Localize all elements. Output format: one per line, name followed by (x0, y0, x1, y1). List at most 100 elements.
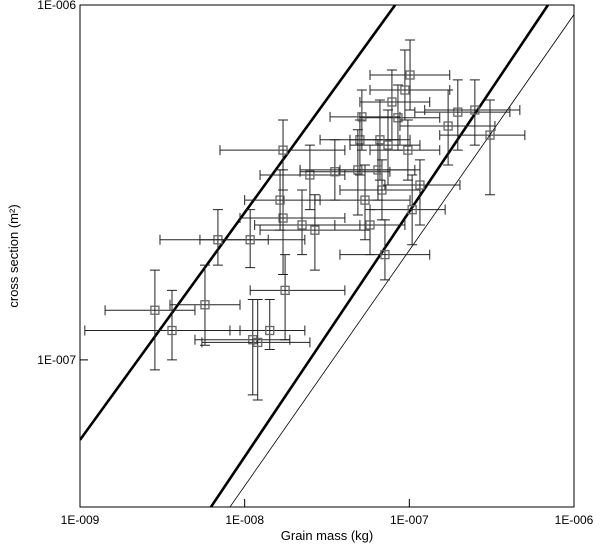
data-point (369, 174, 446, 246)
y-error-bar (469, 79, 480, 146)
y-error-bar (452, 79, 463, 151)
marker (357, 112, 367, 122)
x-error-bar (359, 112, 441, 123)
y-error-bar (309, 194, 320, 271)
x-error-bar (249, 285, 346, 296)
marker (400, 85, 410, 95)
data-point (414, 79, 511, 151)
marker (297, 220, 307, 230)
y-error-bar (405, 39, 416, 111)
y-error-bar (372, 139, 383, 201)
y-error-bar (352, 129, 363, 216)
marker (373, 165, 383, 175)
plot-frame (79, 4, 575, 508)
x-error-bar (104, 305, 196, 316)
marker (305, 170, 315, 180)
marker (275, 195, 285, 205)
marker (330, 167, 340, 177)
marker (265, 325, 275, 336)
marker (415, 180, 425, 190)
marker (248, 335, 258, 345)
y-error-bar (386, 69, 397, 141)
x-tick-label: 1E-006 (555, 513, 594, 527)
data-point (339, 219, 431, 281)
data-point (369, 39, 451, 111)
data-point (314, 164, 411, 241)
y-error-bar (278, 119, 289, 191)
data-point (369, 119, 441, 181)
x-error-bar (424, 104, 521, 115)
x-error-bar (399, 121, 496, 132)
x-error-bar (229, 325, 306, 336)
data-point (359, 69, 431, 141)
y-error-bar (280, 254, 291, 341)
y-tick-label: 1E-007 (37, 353, 76, 367)
y-error-bar (443, 89, 454, 166)
y-error-bar (149, 269, 160, 371)
x-error-bar (239, 213, 346, 224)
data-point (199, 209, 306, 269)
data-point (229, 298, 306, 350)
y-error-bar (485, 99, 496, 196)
fit-line (80, 5, 397, 441)
data-point (244, 169, 321, 231)
marker (167, 325, 177, 336)
marker (387, 97, 397, 107)
fit-line (209, 5, 550, 507)
marker (278, 145, 288, 155)
data-point (201, 298, 311, 401)
data-point (424, 79, 521, 146)
x-error-bar (439, 130, 526, 141)
y-error-bar (407, 174, 418, 246)
data-point (339, 139, 421, 201)
marker (393, 113, 403, 123)
y-error-bar (379, 219, 390, 281)
marker (453, 107, 463, 117)
marker (245, 235, 255, 245)
y-tick-label: 1E-006 (37, 0, 76, 12)
y-error-bar (297, 189, 308, 256)
marker (383, 140, 393, 150)
y-error-bar (360, 164, 371, 241)
plot-area (80, 5, 574, 507)
x-error-bar (201, 337, 311, 348)
data-point (399, 89, 496, 166)
marker (200, 300, 210, 310)
marker (407, 205, 417, 215)
marker (403, 145, 413, 155)
x-error-bar (384, 180, 461, 191)
y-error-bar (304, 144, 315, 211)
marker (380, 249, 390, 260)
fit-line (229, 14, 574, 507)
data-point (249, 254, 346, 341)
marker (150, 305, 160, 315)
marker (310, 225, 320, 235)
x-tick-label: 1E-007 (390, 513, 429, 527)
data-point (219, 119, 346, 191)
x-error-bar (199, 234, 306, 245)
x-error-bar (359, 96, 431, 107)
marker (485, 130, 495, 140)
marker (405, 70, 415, 80)
x-error-bar (369, 145, 441, 156)
y-axis-label: cross section (m²) (6, 204, 21, 307)
y-error-bar (212, 209, 223, 266)
x-error-bar (339, 164, 421, 175)
marker (443, 121, 453, 131)
marker (365, 220, 375, 230)
marker (280, 285, 290, 296)
y-error-bar (167, 289, 178, 361)
x-tick-label: 1E-009 (61, 513, 100, 527)
marker (253, 337, 263, 348)
y-error-bar (252, 298, 263, 401)
x-tick-label: 1E-008 (225, 513, 264, 527)
y-error-bar (245, 209, 256, 269)
marker (360, 195, 370, 205)
data-point (439, 99, 526, 196)
marker (470, 105, 480, 115)
x-error-bar (314, 195, 411, 206)
x-error-bar (219, 145, 346, 156)
marker (278, 213, 288, 223)
